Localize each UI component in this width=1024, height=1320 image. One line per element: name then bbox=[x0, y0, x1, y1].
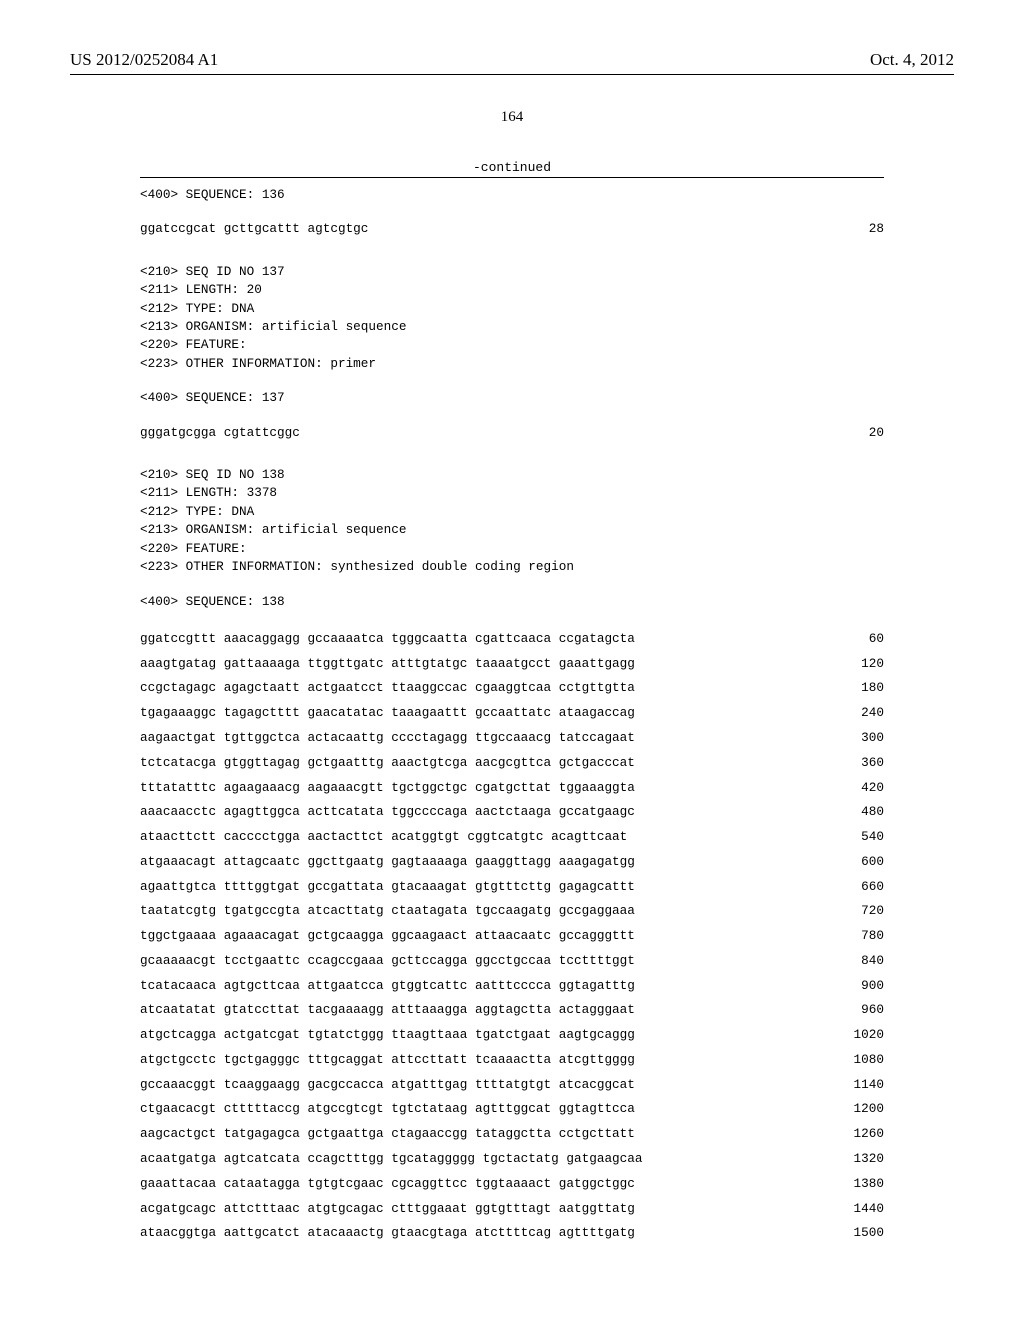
seq-pos: 540 bbox=[861, 825, 884, 850]
seq-138-row: tgagaaaggc tagagctttt gaacatatac taaagaa… bbox=[140, 701, 884, 726]
seq-text: gggatgcgga cgtattcggc bbox=[140, 424, 300, 442]
seq-138-row: ccgctagagc agagctaatt actgaatcct ttaaggc… bbox=[140, 676, 884, 701]
seq-138-body: ggatccgttt aaacaggagg gccaaaatca tgggcaa… bbox=[140, 627, 884, 1246]
seq-pos: 60 bbox=[869, 627, 884, 652]
seq-138-row: taatatcgtg tgatgccgta atcacttatg ctaatag… bbox=[140, 899, 884, 924]
seq-text: tctcatacga gtggttagag gctgaatttg aaactgt… bbox=[140, 751, 635, 776]
section-rule bbox=[140, 177, 884, 178]
seq-136-row: ggatccgcat gcttgcattt agtcgtgc 28 bbox=[140, 220, 884, 238]
seq-138-row: tttatatttc agaagaaacg aagaaacgtt tgctggc… bbox=[140, 776, 884, 801]
seq-text: aaacaacctc agagttggca acttcatata tggcccc… bbox=[140, 800, 635, 825]
seq-138-row: tctcatacga gtggttagag gctgaatttg aaactgt… bbox=[140, 751, 884, 776]
seq-text: atgaaacagt attagcaatc ggcttgaatg gagtaaa… bbox=[140, 850, 635, 875]
seq-text: atcaatatat gtatccttat tacgaaaagg atttaaa… bbox=[140, 998, 635, 1023]
seq-pos: 20 bbox=[869, 424, 884, 442]
seq-138-row: atcaatatat gtatccttat tacgaaaagg atttaaa… bbox=[140, 998, 884, 1023]
seq-pos: 1140 bbox=[854, 1073, 884, 1098]
seq-pos: 1260 bbox=[854, 1122, 884, 1147]
seq-text: tgagaaaggc tagagctttt gaacatatac taaagaa… bbox=[140, 701, 635, 726]
seq-138-row: agaattgtca ttttggtgat gccgattata gtacaaa… bbox=[140, 875, 884, 900]
seq-text: ggatccgttt aaacaggagg gccaaaatca tgggcaa… bbox=[140, 627, 635, 652]
seq-pos: 900 bbox=[861, 974, 884, 999]
seq-pos: 660 bbox=[861, 875, 884, 900]
seq-138-row: ctgaacacgt ctttttaccg atgccgtcgt tgtctat… bbox=[140, 1097, 884, 1122]
seq-text: aagaactgat tgttggctca actacaattg cccctag… bbox=[140, 726, 635, 751]
seq-text: aaagtgatag gattaaaaga ttggttgatc atttgta… bbox=[140, 652, 635, 677]
seq-pos: 360 bbox=[861, 751, 884, 776]
publication-number: US 2012/0252084 A1 bbox=[70, 50, 218, 70]
seq-137-header: <400> SEQUENCE: 137 bbox=[140, 389, 884, 407]
seq-138-row: tcatacaaca agtgcttcaa attgaatcca gtggtca… bbox=[140, 974, 884, 999]
seq-pos: 240 bbox=[861, 701, 884, 726]
seq-pos: 120 bbox=[861, 652, 884, 677]
seq-138-row: acgatgcagc attctttaac atgtgcagac ctttgga… bbox=[140, 1197, 884, 1222]
seq-138-row: tggctgaaaa agaaacagat gctgcaagga ggcaaga… bbox=[140, 924, 884, 949]
seq-138-row: aaagtgatag gattaaaaga ttggttgatc atttgta… bbox=[140, 652, 884, 677]
seq-pos: 780 bbox=[861, 924, 884, 949]
seq-136-header: <400> SEQUENCE: 136 bbox=[140, 186, 884, 204]
seq-pos: 720 bbox=[861, 899, 884, 924]
seq-pos: 600 bbox=[861, 850, 884, 875]
seq-138-row: ataacggtga aattgcatct atacaaactg gtaacgt… bbox=[140, 1221, 884, 1246]
seq-138-row: aaacaacctc agagttggca acttcatata tggcccc… bbox=[140, 800, 884, 825]
seq-text: ctgaacacgt ctttttaccg atgccgtcgt tgtctat… bbox=[140, 1097, 635, 1122]
seq-138-row: atgctgcctc tgctgagggc tttgcaggat attcctt… bbox=[140, 1048, 884, 1073]
seq-pos: 420 bbox=[861, 776, 884, 801]
seq-text: agaattgtca ttttggtgat gccgattata gtacaaa… bbox=[140, 875, 635, 900]
seq-137-row: gggatgcgga cgtattcggc 20 bbox=[140, 424, 884, 442]
seq-pos: 1440 bbox=[854, 1197, 884, 1222]
seq-text: atgctgcctc tgctgagggc tttgcaggat attcctt… bbox=[140, 1048, 635, 1073]
seq-pos: 1080 bbox=[854, 1048, 884, 1073]
seq-pos: 28 bbox=[869, 220, 884, 238]
seq-text: taatatcgtg tgatgccgta atcacttatg ctaatag… bbox=[140, 899, 635, 924]
seq-text: tcatacaaca agtgcttcaa attgaatcca gtggtca… bbox=[140, 974, 635, 999]
seq-pos: 960 bbox=[861, 998, 884, 1023]
seq-138-row: gcaaaaacgt tcctgaattc ccagccgaaa gcttcca… bbox=[140, 949, 884, 974]
seq-text: tggctgaaaa agaaacagat gctgcaagga ggcaaga… bbox=[140, 924, 635, 949]
seq-138-row: aagcactgct tatgagagca gctgaattga ctagaac… bbox=[140, 1122, 884, 1147]
seq-138-header: <400> SEQUENCE: 138 bbox=[140, 593, 884, 611]
seq-text: atgctcagga actgatcgat tgtatctggg ttaagtt… bbox=[140, 1023, 635, 1048]
seq-text: gccaaacggt tcaaggaagg gacgccacca atgattt… bbox=[140, 1073, 635, 1098]
seq-pos: 1320 bbox=[854, 1147, 884, 1172]
seq-text: acaatgatga agtcatcata ccagctttgg tgcatag… bbox=[140, 1147, 643, 1172]
seq-pos: 180 bbox=[861, 676, 884, 701]
seq-pos: 1500 bbox=[854, 1221, 884, 1246]
seq-138-row: ggatccgttt aaacaggagg gccaaaatca tgggcaa… bbox=[140, 627, 884, 652]
seq-138-row: gccaaacggt tcaaggaagg gacgccacca atgattt… bbox=[140, 1073, 884, 1098]
seq-pos: 1020 bbox=[854, 1023, 884, 1048]
seq-pos: 300 bbox=[861, 726, 884, 751]
seq-pos: 1200 bbox=[854, 1097, 884, 1122]
seq-pos: 1380 bbox=[854, 1172, 884, 1197]
seq-text: ataacggtga aattgcatct atacaaactg gtaacgt… bbox=[140, 1221, 635, 1246]
header-rule bbox=[70, 74, 954, 75]
seq-text: gcaaaaacgt tcctgaattc ccagccgaaa gcttcca… bbox=[140, 949, 635, 974]
seq-text: ggatccgcat gcttgcattt agtcgtgc bbox=[140, 220, 368, 238]
seq-138-row: aagaactgat tgttggctca actacaattg cccctag… bbox=[140, 726, 884, 751]
seq-text: acgatgcagc attctttaac atgtgcagac ctttgga… bbox=[140, 1197, 635, 1222]
seq-text: tttatatttc agaagaaacg aagaaacgtt tgctggc… bbox=[140, 776, 635, 801]
seq-138-row: atgaaacagt attagcaatc ggcttgaatg gagtaaa… bbox=[140, 850, 884, 875]
publication-date: Oct. 4, 2012 bbox=[870, 50, 954, 70]
seq-text: ccgctagagc agagctaatt actgaatcct ttaaggc… bbox=[140, 676, 635, 701]
seq-138-row: acaatgatga agtcatcata ccagctttgg tgcatag… bbox=[140, 1147, 884, 1172]
seq-pos: 840 bbox=[861, 949, 884, 974]
continued-label: -continued bbox=[140, 160, 884, 175]
page-header: US 2012/0252084 A1 Oct. 4, 2012 bbox=[0, 0, 1024, 74]
seq-text: aagcactgct tatgagagca gctgaattga ctagaac… bbox=[140, 1122, 635, 1147]
seq-138-meta: <210> SEQ ID NO 138 <211> LENGTH: 3378 <… bbox=[140, 466, 884, 576]
seq-137-meta: <210> SEQ ID NO 137 <211> LENGTH: 20 <21… bbox=[140, 263, 884, 373]
seq-138-row: atgctcagga actgatcgat tgtatctggg ttaagtt… bbox=[140, 1023, 884, 1048]
seq-138-row: gaaattacaa cataatagga tgtgtcgaac cgcaggt… bbox=[140, 1172, 884, 1197]
page-number: 164 bbox=[0, 109, 1024, 126]
seq-pos: 480 bbox=[861, 800, 884, 825]
seq-138-row: ataacttctt cacccctgga aactacttct acatggt… bbox=[140, 825, 884, 850]
seq-text: ataacttctt cacccctgga aactacttct acatggt… bbox=[140, 825, 627, 850]
sequence-listing: -continued <400> SEQUENCE: 136 ggatccgca… bbox=[0, 126, 1024, 1246]
seq-text: gaaattacaa cataatagga tgtgtcgaac cgcaggt… bbox=[140, 1172, 635, 1197]
